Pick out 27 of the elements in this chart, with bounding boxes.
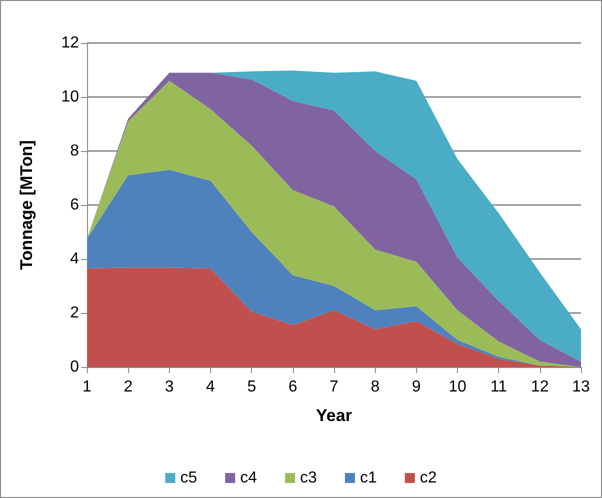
y-tick-label: 6 [70, 196, 80, 214]
x-tick-label: 13 [572, 378, 590, 396]
x-tick-label: 3 [164, 378, 174, 396]
y-tick-label: 0 [70, 358, 80, 376]
legend-label: c4 [240, 470, 258, 486]
legend-label: c5 [180, 470, 198, 486]
y-tick-label: 10 [61, 88, 80, 106]
y-tick-label: 12 [61, 34, 80, 52]
legend-label: c3 [300, 470, 318, 486]
y-tick-label: 2 [70, 304, 80, 322]
x-tick-label: 12 [530, 378, 549, 396]
x-tick-label: 6 [288, 378, 298, 396]
x-tick-label: 4 [206, 378, 216, 396]
x-tick-label: 7 [330, 378, 339, 396]
y-axis-title: Tonnage [MTon] [17, 140, 36, 270]
legend-label: c2 [420, 470, 437, 486]
x-tick-label: 11 [490, 378, 508, 396]
legend-label: c1 [360, 470, 377, 486]
x-tick-label: 10 [448, 378, 466, 396]
x-tick-label: 1 [82, 378, 92, 396]
x-axis-title: Year [316, 406, 352, 425]
y-tick-label: 8 [70, 142, 80, 160]
x-tick-label: 9 [412, 378, 421, 396]
x-tick-label: 2 [124, 378, 133, 396]
y-tick-label: 4 [70, 250, 80, 268]
x-tick-label: 5 [247, 378, 256, 396]
x-tick-label: 8 [370, 378, 380, 396]
